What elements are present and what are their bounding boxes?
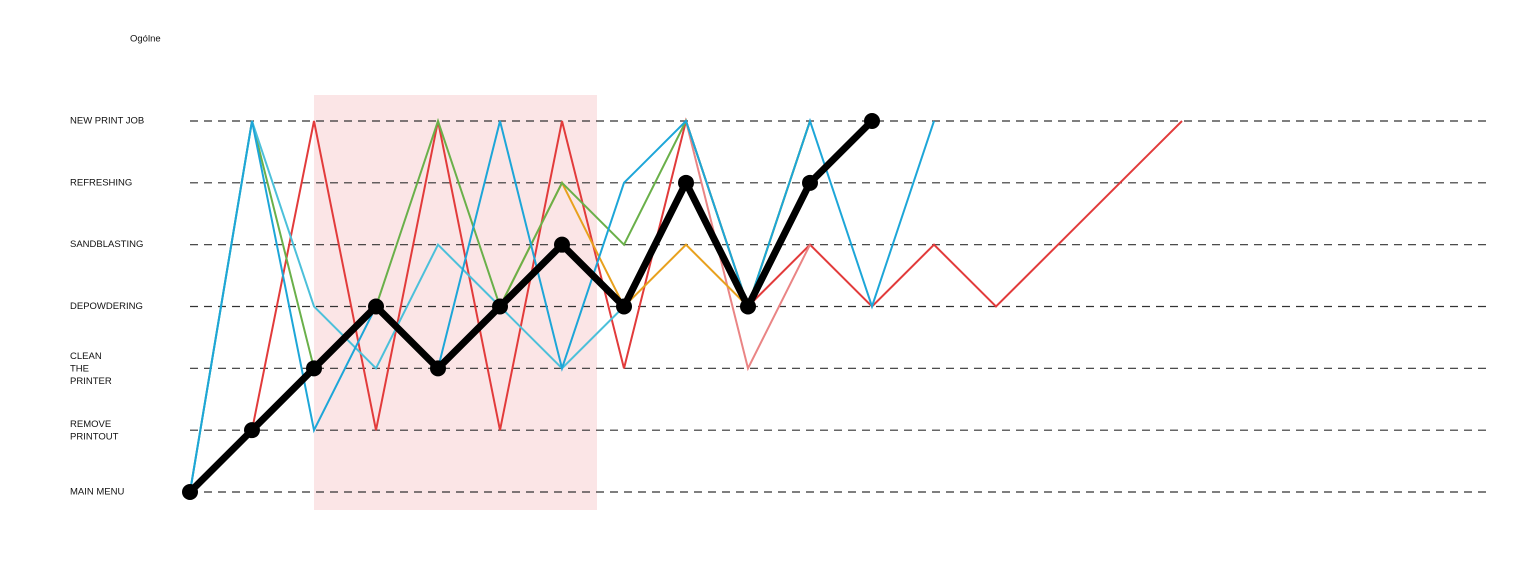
y-tick-label: NEW PRINT JOB — [70, 116, 144, 127]
series-marker — [616, 298, 632, 315]
y-tick-label: MAIN MENU — [70, 487, 125, 498]
series-marker — [182, 484, 198, 500]
y-tick-label: DEPOWDERING — [70, 301, 143, 312]
series-marker — [244, 422, 260, 439]
series-line — [189, 117, 935, 493]
series-marker — [368, 298, 384, 315]
series-marker — [740, 298, 756, 315]
y-tick-label: SANDBLASTING — [70, 239, 143, 250]
series-marker — [430, 360, 446, 377]
series-marker — [554, 236, 570, 253]
series-marker — [492, 298, 508, 315]
series-line — [685, 120, 811, 372]
y-tick-label: REFRESHING — [70, 177, 132, 188]
series-marker — [802, 174, 818, 191]
series-line — [187, 118, 875, 495]
series-marker — [306, 360, 322, 377]
y-tick-label: REMOVE PRINTOUT — [70, 418, 119, 442]
series-marker — [678, 174, 694, 191]
series-marker — [864, 113, 880, 129]
series-line — [189, 120, 625, 493]
chart-title: Ogólne — [130, 34, 161, 45]
y-tick-label: CLEAN THE PRINTER — [70, 350, 112, 386]
